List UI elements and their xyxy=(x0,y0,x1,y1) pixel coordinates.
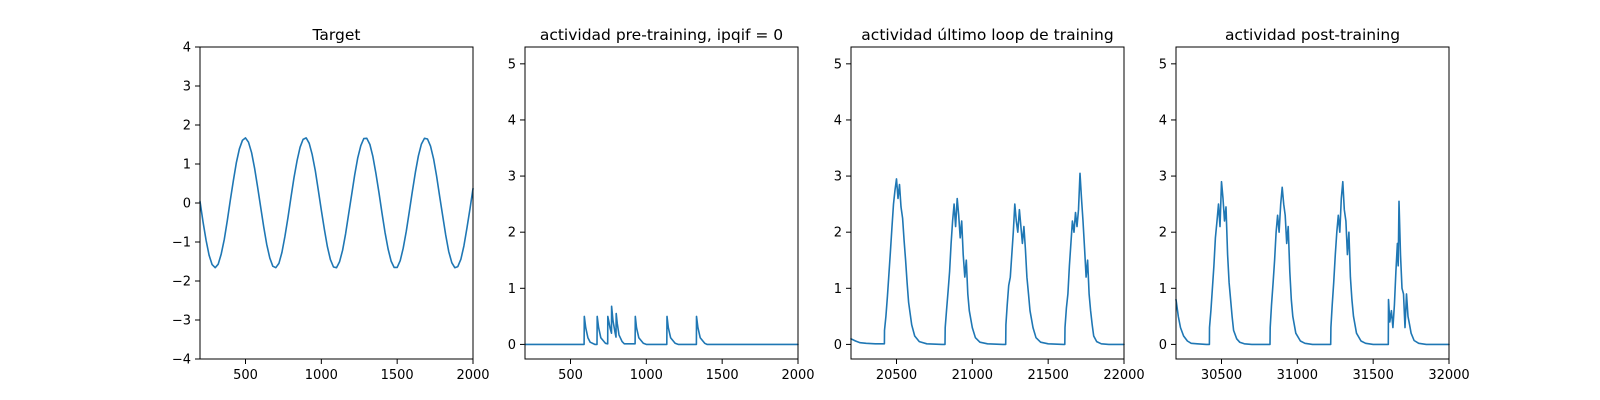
axes-frame xyxy=(850,46,1125,360)
panel-title: actividad post-training xyxy=(1225,26,1400,44)
series-line xyxy=(1175,180,1450,346)
panel-target: Target 500 1000 1500 2000 −4 −3 −2 −1 0 1 2 3 4 xyxy=(172,26,490,383)
x-tick-label: 1500 xyxy=(381,368,414,383)
y-tick-label: 0 xyxy=(183,197,191,212)
y-tick-label: 2 xyxy=(834,226,842,241)
axis-ticks: 20500 21000 21500 22000 0 1 2 3 4 5 xyxy=(834,57,1145,383)
x-tick-label: 500 xyxy=(233,368,258,383)
x-tick-label: 20500 xyxy=(876,368,917,383)
panel-last-training-loop: actividad último loop de training 20500 2… xyxy=(834,26,1145,383)
x-tick-label: 32000 xyxy=(1428,368,1469,383)
axes-frame xyxy=(199,46,474,360)
axes-frame xyxy=(524,46,799,360)
x-tick-label: 2000 xyxy=(781,368,814,383)
y-tick-label: 4 xyxy=(834,113,842,128)
y-tick-label: 1 xyxy=(183,158,191,173)
y-tick-label: −1 xyxy=(172,236,191,251)
plot-area xyxy=(199,137,474,269)
x-tick-label: 21000 xyxy=(952,368,993,383)
x-tick-label: 22000 xyxy=(1103,368,1144,383)
axes-frame xyxy=(1175,46,1450,360)
y-tick-label: 3 xyxy=(834,170,842,185)
y-tick-label: 4 xyxy=(183,41,191,56)
panel-pre-training: actividad pre-training, ipqif = 0 500 100… xyxy=(508,26,815,383)
y-tick-label: 4 xyxy=(1159,113,1167,128)
series-line xyxy=(850,172,1125,346)
panel-title: Target xyxy=(312,26,361,44)
axis-ticks: 500 1000 1500 2000 0 1 2 3 4 5 xyxy=(508,57,815,383)
y-tick-label: 4 xyxy=(508,113,516,128)
plot-area xyxy=(524,305,799,346)
panel-title: actividad pre-training, ipqif = 0 xyxy=(540,26,783,44)
y-tick-label: −4 xyxy=(172,353,191,368)
y-tick-label: 3 xyxy=(1159,170,1167,185)
y-tick-label: 0 xyxy=(508,338,516,353)
y-tick-label: 2 xyxy=(508,226,516,241)
x-tick-label: 21500 xyxy=(1027,368,1068,383)
x-tick-label: 31000 xyxy=(1277,368,1318,383)
y-tick-label: 1 xyxy=(508,282,516,297)
plot-area xyxy=(850,172,1125,346)
y-tick-label: 5 xyxy=(508,57,516,72)
y-tick-label: 5 xyxy=(834,57,842,72)
y-tick-label: 0 xyxy=(834,338,842,353)
axis-ticks: 500 1000 1500 2000 −4 −3 −2 −1 0 1 2 3 4 xyxy=(172,41,490,384)
x-tick-label: 31500 xyxy=(1352,368,1393,383)
y-tick-label: 2 xyxy=(183,119,191,134)
panel-post-training: actividad post-training 30500 31000 31500 3… xyxy=(1159,26,1470,383)
panel-title: actividad último loop de training xyxy=(861,26,1113,44)
series-line xyxy=(199,137,474,269)
y-tick-label: 3 xyxy=(183,80,191,95)
series-line xyxy=(524,305,799,346)
y-tick-label: 1 xyxy=(834,282,842,297)
y-tick-label: 3 xyxy=(508,170,516,185)
x-tick-label: 2000 xyxy=(456,368,489,383)
x-tick-label: 1000 xyxy=(305,368,338,383)
y-tick-label: 1 xyxy=(1159,282,1167,297)
y-tick-label: 5 xyxy=(1159,57,1167,72)
x-tick-label: 1000 xyxy=(630,368,663,383)
y-tick-label: 0 xyxy=(1159,338,1167,353)
x-tick-label: 30500 xyxy=(1201,368,1242,383)
y-tick-label: 2 xyxy=(1159,226,1167,241)
y-tick-label: −3 xyxy=(172,314,191,329)
x-tick-label: 1500 xyxy=(706,368,739,383)
plot-area xyxy=(1175,180,1450,346)
axis-ticks: 30500 31000 31500 32000 0 1 2 3 4 5 xyxy=(1159,57,1470,383)
x-tick-label: 500 xyxy=(558,368,583,383)
y-tick-label: −2 xyxy=(172,275,191,290)
